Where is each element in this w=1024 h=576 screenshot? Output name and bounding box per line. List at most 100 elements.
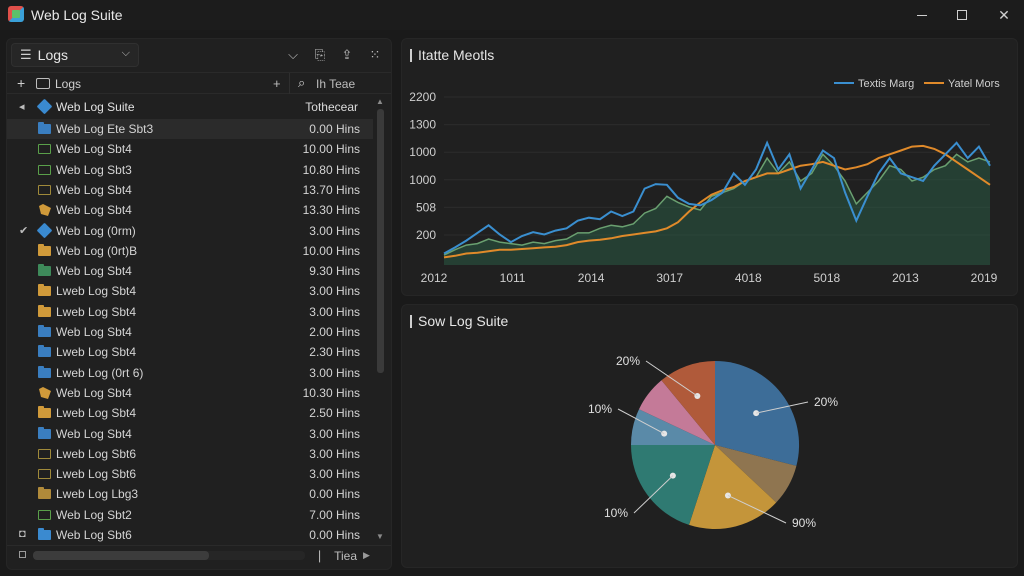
collapse-toggle-icon[interactable]: ◂ <box>19 101 25 113</box>
folder-icon <box>38 365 51 378</box>
collapse-button[interactable]: ⌵ <box>283 45 303 65</box>
folder-icon <box>38 487 51 500</box>
folder-icon <box>38 304 51 317</box>
vertical-scroll-thumb[interactable] <box>377 109 384 373</box>
export-button[interactable]: ⎘ <box>310 45 330 65</box>
minimize-button[interactable] <box>902 0 942 30</box>
scroll-down-icon[interactable]: ▼ <box>376 532 384 541</box>
check-icon[interactable]: ✔ <box>19 224 29 237</box>
series-line <box>443 153 991 256</box>
legend-label: Yatel Mors <box>948 78 1000 90</box>
log-row[interactable]: Lweb Log Sbt4 2.30 Hins <box>7 342 373 362</box>
log-row-time: 10.80 Hins <box>302 162 360 177</box>
log-row[interactable]: Web Log Sbt4 13.30 Hins <box>7 200 373 220</box>
close-button[interactable]: ✕ <box>984 0 1024 30</box>
maximize-button[interactable] <box>942 0 982 30</box>
horizontal-scroll-thumb[interactable] <box>33 551 209 560</box>
app-logo-icon <box>8 6 24 22</box>
pie-slice <box>661 361 715 445</box>
log-row-time: 3.00 Hins <box>309 467 360 482</box>
folder-label: Logs <box>55 77 82 91</box>
log-row[interactable]: Web Log Sbt4 2.00 Hins <box>7 322 373 342</box>
log-row[interactable]: ✔ Web Log (0rm) 3.00 Hins <box>7 221 373 241</box>
log-row[interactable]: Web Log Sbt2 7.00 Hins <box>7 505 373 525</box>
horizontal-scrollbar[interactable]: ⎸ Tiea ▶ <box>7 545 391 565</box>
search-icon: ⌕ <box>298 75 306 90</box>
folder-icon <box>38 164 51 175</box>
folder-icon <box>38 448 51 459</box>
folder-icon <box>38 345 51 358</box>
add-column-icon[interactable]: + <box>273 76 281 91</box>
log-row-time: 13.70 Hins <box>302 182 360 197</box>
pie-label: 10% <box>588 402 612 416</box>
series-line <box>443 144 991 259</box>
line-chart: 200 508 1000 1000 1300 2200 2012 1011 2014 3017 40… <box>409 78 1000 285</box>
log-row[interactable]: Web Log Sbt4 10.30 Hins <box>7 383 373 403</box>
pie-chart-title: Sow Log Suite <box>410 313 508 329</box>
log-row[interactable]: Web Log Ete Sbt3 0.00 Hins <box>7 119 373 139</box>
log-row[interactable]: Web Log Sbt3 10.80 Hins <box>7 160 373 180</box>
log-row[interactable]: Web Log Sbt4 9.30 Hins <box>7 261 373 281</box>
y-tick-label: 508 <box>416 200 436 214</box>
log-row[interactable]: Lweb Log Lbg3 0.00 Hins <box>7 484 373 504</box>
view-selector-dropdown[interactable]: ☰ Logs ⌵ <box>11 43 139 67</box>
log-row[interactable]: Lweb Log Sbt4 2.50 Hins <box>7 403 373 423</box>
log-row-time: 0.00 Hins <box>309 122 360 136</box>
chevron-down-icon: ⌵ <box>288 47 298 62</box>
log-row[interactable]: Web Log Sbt4 10.00 Hins <box>7 139 373 159</box>
scroll-right-icon[interactable]: ▶ <box>363 550 370 560</box>
log-row-time: 10.00 Hins <box>302 142 360 157</box>
pie-leader-line <box>756 401 809 414</box>
log-row[interactable]: Web Log Sbt4 3.00 Hins <box>7 424 373 444</box>
title-bar: Web Log Suite ✕ <box>0 0 1024 30</box>
folder-icon <box>38 325 51 337</box>
log-row-name: Web Log Sbt2 <box>56 507 132 522</box>
pie-chart-panel: Sow Log Suite 20% 90% 10% 10% 20% <box>401 304 1018 568</box>
upload-button[interactable]: ⇪ <box>337 45 357 65</box>
series-line <box>443 140 991 255</box>
time-column-header[interactable]: Tothecear <box>305 100 358 114</box>
pie-slice <box>639 380 715 445</box>
log-row-name: Lweb Log Sbt6 <box>56 446 137 461</box>
folder-icon <box>38 122 51 134</box>
y-tick-label: 2200 <box>409 90 436 104</box>
log-row-name: Lweb Log Sbt4 <box>56 284 137 299</box>
log-row[interactable]: Web Log (0rt)B 10.00 Hins <box>7 241 373 261</box>
x-tick-label: 4018 <box>735 271 762 285</box>
upload-icon: ⇪ <box>341 47 353 62</box>
y-tick-label: 1300 <box>409 118 436 132</box>
close-icon: ✕ <box>998 6 1010 23</box>
log-row-time: 3.00 Hins <box>309 426 360 441</box>
log-row-time: 7.00 Hins <box>309 507 360 522</box>
log-row[interactable]: Lweb Log Sbt4 3.00 Hins <box>7 281 373 301</box>
folder-icon <box>38 284 51 297</box>
log-row[interactable]: ◘ Web Log Sbt6 0.00 Hins <box>7 525 373 545</box>
y-tick-label: 200 <box>416 228 436 242</box>
marker-icon[interactable]: ◘ <box>19 528 26 540</box>
log-row[interactable]: Web Log Sbt4 13.70 Hins <box>7 180 373 200</box>
grid-view-button[interactable]: ⁙ <box>365 45 385 65</box>
log-row[interactable]: Lweb Log (0rt 6) 3.00 Hins <box>7 363 373 383</box>
export-icon: ⎘ <box>314 47 326 62</box>
scroll-up-icon[interactable]: ▲ <box>376 97 384 106</box>
pie-label: 20% <box>616 354 640 368</box>
folder-icon <box>38 144 51 155</box>
search-input[interactable]: ⌕ Ih Teae <box>289 73 391 94</box>
star-icon <box>38 203 52 217</box>
pie-chart: 20% 90% 10% 10% 20% <box>588 354 838 530</box>
diamond-icon <box>36 222 53 238</box>
log-row-name: Web Log (0rt)B <box>56 243 138 258</box>
tree-header-row[interactable]: ◂ Web Log Suite Tothecear <box>7 97 373 117</box>
log-row-name: Web Log Sbt4 <box>56 142 132 157</box>
suite-icon <box>36 98 53 115</box>
log-row[interactable]: Lweb Log Sbt6 3.00 Hins <box>7 444 373 464</box>
star-icon <box>38 386 52 400</box>
area-series <box>444 154 990 265</box>
log-row[interactable]: Lweb Log Sbt4 3.00 Hins <box>7 302 373 322</box>
log-row[interactable]: Lweb Log Sbt6 3.00 Hins <box>7 464 373 484</box>
window-title: Web Log Suite <box>31 7 123 23</box>
log-row-time: 3.00 Hins <box>309 304 360 319</box>
vertical-scrollbar[interactable]: ▲ ▼ <box>373 97 387 541</box>
add-icon[interactable]: + <box>17 75 26 91</box>
x-tick-label: 5018 <box>814 271 841 285</box>
